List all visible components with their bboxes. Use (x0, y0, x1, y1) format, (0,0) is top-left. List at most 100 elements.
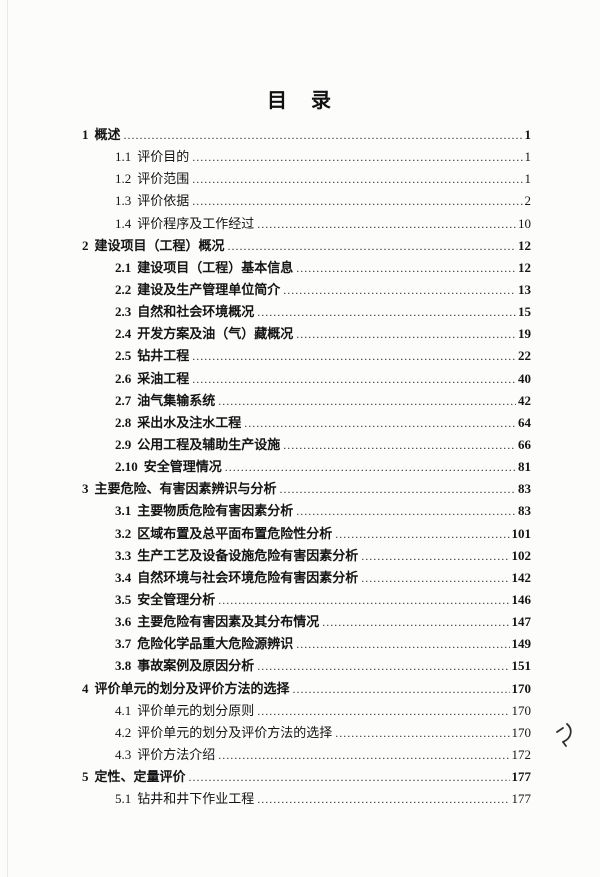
toc-entry-number: 3.3 (115, 547, 132, 563)
toc-entry: 2.10 安全管理情况 81 (82, 456, 531, 478)
dot-leader (218, 589, 509, 611)
toc-entry-label: 自然环境与社会环境危险有害因素分析 (137, 569, 359, 585)
toc-entry-page: 2 (524, 193, 532, 209)
dot-leader (192, 190, 522, 212)
dot-leader (293, 678, 510, 700)
toc-entry-page: 64 (518, 414, 531, 430)
dot-leader (228, 235, 516, 257)
toc-entry: 3.2 区域布置及总平面布置危险性分析 101 (82, 523, 531, 545)
toc-entry: 1.4 评价程序及工作经过 10 (82, 213, 531, 235)
toc-entry: 5 定性、定量评价 177 (82, 766, 531, 788)
dot-leader (361, 567, 509, 589)
dot-leader (257, 655, 509, 677)
dot-leader (218, 744, 509, 766)
toc-entry-page: 40 (518, 370, 531, 386)
toc-entry-label: 评价目的 (137, 149, 190, 165)
toc-entry-number: 3.8 (115, 658, 132, 674)
toc-entry-label: 危险化学品重大危险源辨识 (137, 636, 294, 652)
toc-entry-page: 12 (518, 237, 531, 253)
toc-entry-number: 2.6 (115, 370, 132, 386)
toc-entry-page: 13 (518, 281, 531, 297)
dot-leader (296, 633, 509, 655)
toc-entry-page: 83 (518, 481, 531, 497)
toc-entry-page: 22 (518, 348, 531, 364)
toc-entry-number: 3.6 (115, 614, 132, 630)
toc-entry-label: 评价范围 (137, 171, 190, 187)
toc-entry: 2.8 采出水及注水工程 64 (82, 412, 531, 434)
dot-leader (189, 766, 510, 788)
toc-entry-label: 评价方法介绍 (137, 746, 216, 762)
dot-leader (257, 700, 509, 722)
toc-entry-page: 83 (518, 503, 531, 519)
toc-entry-number: 3.2 (115, 525, 132, 541)
toc-entry-number: 2.9 (115, 436, 132, 452)
toc-entry-label: 公用工程及辅助生产设施 (137, 436, 281, 452)
toc-entry: 3.5 安全管理分析 146 (82, 589, 531, 611)
toc-entry-page: 1 (524, 171, 532, 187)
toc-entry: 2.7 油气集输系统 42 (82, 390, 531, 412)
dot-leader (225, 456, 516, 478)
toc-entry-label: 生产工艺及设备设施危险有害因素分析 (137, 547, 359, 563)
toc-entry: 2.3 自然和社会环境概况 15 (82, 301, 531, 323)
toc-entry-label: 主要危险有害因素及其分布情况 (137, 614, 320, 630)
dot-leader (257, 213, 516, 235)
toc-entry-page: 12 (518, 259, 531, 275)
toc-entry: 3.6 主要危险有害因素及其分布情况 147 (82, 611, 531, 633)
page-edge-line (7, 0, 8, 877)
toc-entry-page: 1 (524, 149, 532, 165)
toc-entry-label: 建设项目（工程）基本信息 (137, 259, 294, 275)
toc-entry-number: 2.5 (115, 348, 132, 364)
toc-entry-label: 事故案例及原因分析 (137, 658, 255, 674)
toc-entry: 1 概述 1 (82, 124, 531, 146)
toc-entry-page: 149 (511, 636, 532, 652)
toc-entry-page: 147 (511, 614, 532, 630)
toc-entry: 1.1 评价目的 1 (82, 146, 531, 168)
dot-leader (335, 523, 509, 545)
toc-entry-page: 146 (511, 591, 532, 607)
toc-entry-page: 15 (518, 304, 531, 320)
dot-leader (257, 788, 509, 810)
toc-entry-number: 1.2 (115, 171, 132, 187)
dot-leader (283, 279, 516, 301)
toc-entry-number: 3.7 (115, 636, 132, 652)
toc-entry: 2.5 钻井工程 22 (82, 345, 531, 367)
dot-leader (296, 257, 516, 279)
toc-entry: 3.1 主要物质危险有害因素分析 83 (82, 500, 531, 522)
toc-entry-number: 3.5 (115, 591, 132, 607)
toc-entry: 4.1 评价单元的划分原则 170 (82, 700, 531, 722)
toc-entry: 2.1 建设项目（工程）基本信息 12 (82, 257, 531, 279)
toc-entry-number: 2.3 (115, 304, 132, 320)
dot-leader (192, 368, 516, 390)
toc-entry-number: 1 (82, 127, 89, 142)
toc-entry: 3.3 生产工艺及设备设施危险有害因素分析 102 (82, 545, 531, 567)
toc-entry: 3.4 自然环境与社会环境危险有害因素分析 142 (82, 567, 531, 589)
toc-entry-label: 安全管理情况 (143, 459, 222, 475)
toc-entry-page: 177 (511, 769, 532, 785)
toc-entry-label: 自然和社会环境概况 (137, 304, 255, 320)
toc-entry-label: 建设及生产管理单位简介 (137, 281, 281, 297)
toc-entry-label: 采出水及注水工程 (137, 414, 242, 430)
dot-leader (244, 412, 516, 434)
toc-entry-label: 安全管理分析 (137, 591, 216, 607)
toc-entry-label: 概述 (94, 127, 121, 142)
toc-entry: 3 主要危险、有害因素辨识与分析 83 (82, 478, 531, 500)
toc-entry-page: 42 (518, 392, 531, 408)
toc-entry: 2.4 开发方案及油（气）藏概况 19 (82, 323, 531, 345)
toc-entry-page: 170 (511, 724, 532, 740)
toc-entry-number: 4.2 (115, 724, 132, 740)
toc-entry-page: 1 (524, 127, 532, 142)
toc-entry-page: 102 (511, 547, 532, 563)
dot-leader (192, 345, 516, 367)
dot-leader (335, 722, 509, 744)
dot-leader (192, 168, 522, 190)
toc-entry-label: 开发方案及油（气）藏概况 (137, 326, 294, 342)
toc-entry: 5.1 钻井和井下作业工程 177 (82, 788, 531, 810)
toc-entry: 3.8 事故案例及原因分析 151 (82, 655, 531, 677)
toc-entry-label: 评价程序及工作经过 (137, 215, 255, 231)
toc-entry-number: 5.1 (115, 791, 132, 807)
toc-entry-number: 1.4 (115, 215, 132, 231)
dot-leader (322, 611, 509, 633)
toc-entry: 3.7 危险化学品重大危险源辨识 149 (82, 633, 531, 655)
dot-leader (296, 500, 516, 522)
